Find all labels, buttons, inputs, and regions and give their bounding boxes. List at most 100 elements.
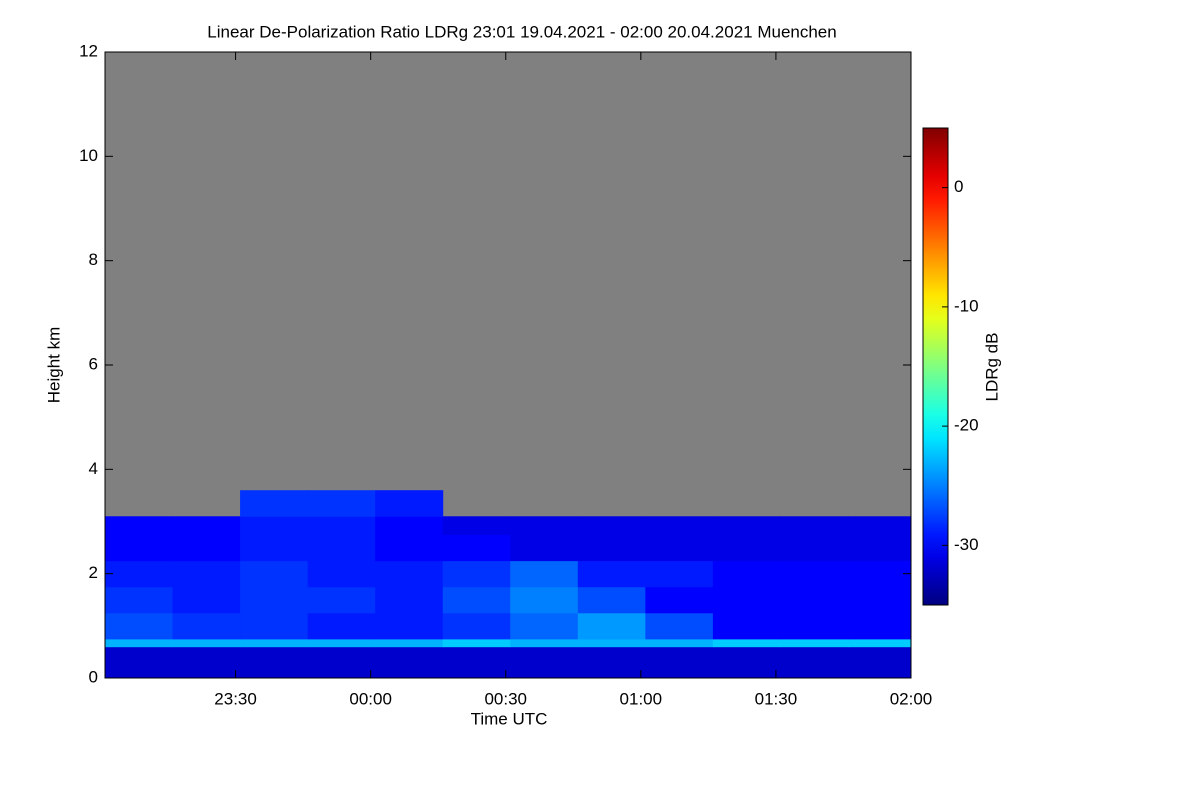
heatmap-cell [375, 586, 444, 614]
heatmap-cell [375, 638, 444, 648]
y-tick-label: 4 [89, 459, 98, 478]
heatmap-cell [307, 534, 376, 562]
heatmap-cell [172, 586, 241, 614]
heatmap-cell [847, 646, 912, 679]
heatmap-cell [307, 646, 376, 679]
heatmap-cell [240, 490, 309, 517]
colorbar-tick-label: -20 [954, 416, 979, 435]
heatmap-cell [307, 516, 376, 536]
heatmap-cell [442, 586, 511, 614]
heatmap-cell [645, 534, 714, 562]
heatmap-cell [847, 516, 912, 536]
heatmap-cell [307, 560, 376, 588]
heatmap-cell [780, 586, 849, 614]
heatmap-cell [240, 560, 309, 588]
heatmap-cell [442, 638, 511, 648]
heatmap-cell [442, 534, 511, 562]
heatmap-cell [712, 638, 781, 648]
x-tick-label: 01:30 [755, 689, 798, 708]
heatmap-cell [105, 534, 174, 562]
x-tick-label: 02:00 [890, 689, 933, 708]
heatmap-cell [240, 586, 309, 614]
heatmap-cell [780, 534, 849, 562]
heatmap-cell [442, 646, 511, 679]
heatmap-cell [307, 490, 376, 517]
heatmap-cell [510, 516, 579, 536]
heatmap-cell [645, 516, 714, 536]
heatmap-cell [442, 612, 511, 640]
heatmap-cell [240, 612, 309, 640]
heatmap-cell [375, 646, 444, 679]
heatmap-cell [510, 646, 579, 679]
heatmap-cell [847, 638, 912, 648]
x-tick-label: 23:30 [214, 689, 257, 708]
heatmap-cell [105, 612, 174, 640]
heatmap-cell [645, 638, 714, 648]
heatmap-cell [510, 612, 579, 640]
y-tick-label: 2 [89, 563, 98, 582]
heatmap-cell [577, 586, 646, 614]
heatmap-cell [577, 612, 646, 640]
heatmap-cell [510, 586, 579, 614]
heatmap-cell [172, 534, 241, 562]
x-tick-label: 01:00 [620, 689, 663, 708]
heatmap-cell [307, 586, 376, 614]
x-axis-label: Time UTC [471, 709, 548, 728]
y-axis-label: Height km [44, 327, 63, 404]
colorbar-tick-label: 0 [954, 177, 963, 196]
heatmap-cell [172, 560, 241, 588]
colorbar-tick-label: -30 [954, 535, 979, 554]
heatmap-cell [105, 516, 174, 536]
heatmap-cell [780, 646, 849, 679]
heatmap-cell [240, 638, 309, 648]
heatmap-cell [577, 646, 646, 679]
heatmap-cell [712, 612, 781, 640]
heatmap-cell [780, 516, 849, 536]
heatmap-cell [780, 560, 849, 588]
heatmap-cell [307, 612, 376, 640]
heatmap-cell [240, 534, 309, 562]
y-tick-label: 12 [79, 41, 98, 60]
heatmap-cell [172, 638, 241, 648]
heatmap-cell [847, 534, 912, 562]
heatmap-cell [645, 586, 714, 614]
heatmap-cell [307, 638, 376, 648]
heatmap-cell [240, 646, 309, 679]
y-tick-label: 0 [89, 667, 98, 686]
heatmap-cell [105, 638, 174, 648]
colorbar-label: LDRg dB [982, 333, 1001, 402]
heatmap-cell [375, 516, 444, 536]
heatmap-cell [375, 560, 444, 588]
heatmap-cell [375, 534, 444, 562]
heatmap-cell [105, 646, 174, 679]
heatmap-cell [847, 612, 912, 640]
heatmap-cell [577, 560, 646, 588]
heatmap-cell [645, 560, 714, 588]
heatmap-cell [712, 534, 781, 562]
heatmap-cell [375, 490, 444, 517]
heatmap-cell [375, 612, 444, 640]
heatmap-cell [442, 560, 511, 588]
heatmap-cell [847, 560, 912, 588]
heatmap-cell [645, 612, 714, 640]
heatmap-cell [172, 516, 241, 536]
y-tick-label: 10 [79, 146, 98, 165]
heatmap-cell [105, 586, 174, 614]
heatmap-cell [712, 586, 781, 614]
heatmap-cell [510, 534, 579, 562]
colorbar [922, 127, 949, 606]
heatmap-cell [105, 560, 174, 588]
colorbar-tick-label: -10 [954, 296, 979, 315]
heatmap-cell [172, 646, 241, 679]
x-tick-label: 00:30 [484, 689, 527, 708]
heatmap-cell [712, 516, 781, 536]
chart-title: Linear De-Polarization Ratio LDRg 23:01 … [207, 22, 836, 41]
heatmap-cell [780, 638, 849, 648]
heatmap-cell [847, 586, 912, 614]
heatmap-cell [645, 646, 714, 679]
heatmap-cell [712, 560, 781, 588]
heatmap-cell [172, 612, 241, 640]
heatmap-cell [510, 560, 579, 588]
heatmap-cell [577, 534, 646, 562]
